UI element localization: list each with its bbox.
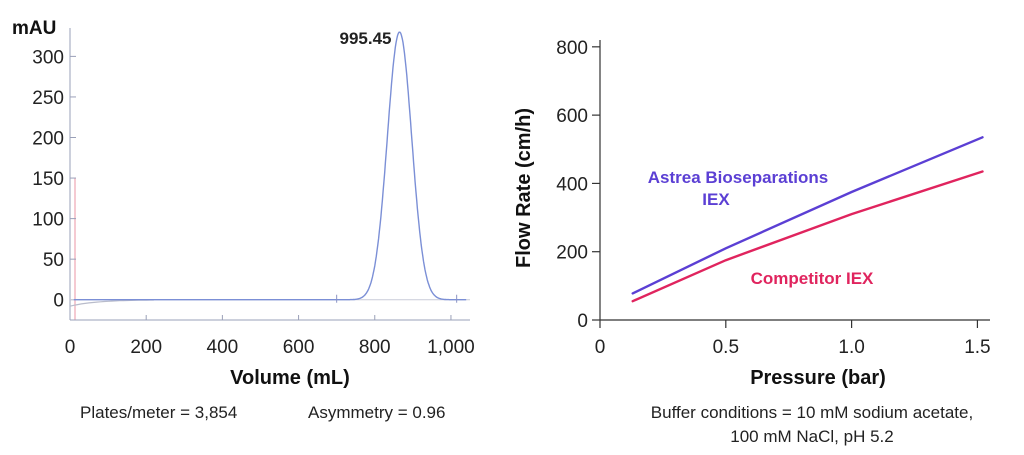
x-tick-label: 400 — [207, 337, 239, 358]
series-label-astrea-line1: Astrea Bioseparations — [648, 168, 828, 187]
y-tick-label: 600 — [556, 106, 588, 127]
y-axis: 0 200 400 600 800 — [556, 38, 601, 332]
y-tick-label: 150 — [32, 169, 64, 190]
baseline-drift — [69, 299, 154, 307]
x-tick-label: 1,000 — [427, 337, 475, 358]
x-tick-label: 1.5 — [964, 337, 990, 358]
x-tick-label: 200 — [130, 337, 162, 358]
y-tick-label: 50 — [43, 250, 64, 271]
y-tick-label: 200 — [32, 129, 64, 150]
peak-label: 995.45 — [340, 29, 392, 48]
buffer-caption-line1: Buffer conditions = 10 mM sodium acetate… — [651, 403, 973, 422]
y-axis-title: Flow Rate (cm/h) — [513, 108, 535, 268]
y-axis-unit-label: mAU — [12, 18, 56, 39]
x-tick-label: 800 — [359, 337, 391, 358]
asymmetry-caption: Asymmetry = 0.96 — [308, 403, 445, 422]
series-label-astrea-line2: IEX — [702, 190, 730, 209]
chromatogram-trace — [73, 31, 467, 301]
x-tick-label: 0 — [65, 337, 76, 358]
plot-area — [631, 136, 984, 303]
x-axis-title: Pressure (bar) — [750, 367, 886, 389]
x-tick-label: 0 — [595, 337, 606, 358]
y-tick-label: 400 — [556, 174, 588, 195]
series-line-astrea — [631, 136, 984, 295]
x-axis-title: Volume (mL) — [230, 367, 350, 389]
flow-rate-chart: 0 200 400 600 800 0 0.5 1.0 1.5 Flow Rate (cm/h… — [513, 38, 991, 446]
x-axis: 0 0.5 1.0 1.5 — [595, 319, 991, 358]
y-tick-label: 200 — [556, 243, 588, 264]
series-label-competitor: Competitor IEX — [751, 269, 874, 288]
plates-caption: Plates/meter = 3,854 — [80, 403, 237, 422]
x-tick-label: 0.5 — [713, 337, 739, 358]
y-tick-label: 0 — [577, 311, 588, 332]
x-axis: 0 200 400 600 800 1,000 — [65, 315, 475, 358]
y-tick-label: 250 — [32, 88, 64, 109]
plot-area — [69, 31, 470, 307]
buffer-caption-line2: 100 mM NaCl, pH 5.2 — [730, 427, 893, 446]
y-tick-label: 0 — [53, 291, 64, 312]
y-tick-label: 800 — [556, 38, 588, 59]
y-axis: 0 50 100 150 200 250 300 — [32, 28, 76, 320]
y-tick-label: 300 — [32, 47, 64, 68]
chromatogram-chart: mAU 0 50 100 150 200 250 300 0 200 400 600 800 1,00… — [12, 18, 475, 422]
y-tick-label: 100 — [32, 210, 64, 231]
x-tick-label: 1.0 — [838, 337, 864, 358]
series-line-competitor — [631, 170, 984, 303]
x-tick-label: 600 — [283, 337, 315, 358]
